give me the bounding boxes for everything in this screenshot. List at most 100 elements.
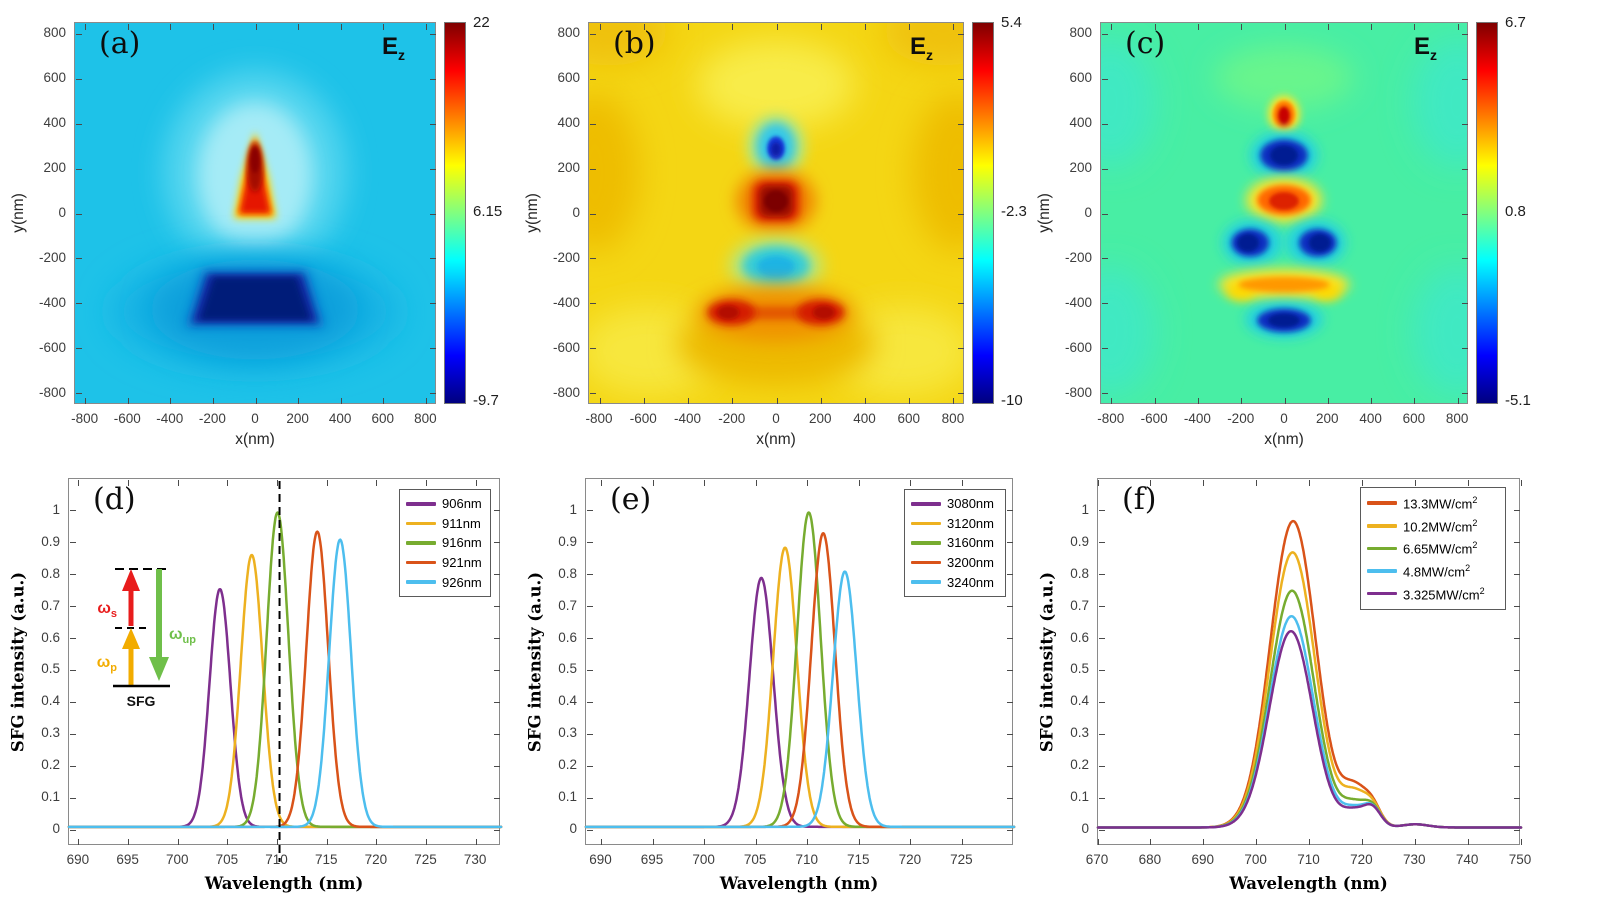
tick-mark xyxy=(494,701,500,703)
tick-mark xyxy=(587,829,593,831)
x-tick-label: 0 xyxy=(772,411,780,426)
tick-mark xyxy=(277,839,279,845)
tick-mark xyxy=(1099,510,1105,512)
tick-mark xyxy=(590,33,596,35)
y-tick-label: 600 xyxy=(1069,70,1092,86)
tick-mark xyxy=(1520,480,1522,486)
panel-letter: (a) xyxy=(99,26,141,61)
legend-item: 3160nm xyxy=(911,535,999,550)
x-tick-label: 695 xyxy=(116,852,139,867)
y-tick-label: 0.4 xyxy=(41,693,60,709)
tick-mark xyxy=(177,480,179,486)
x-tick-label: 800 xyxy=(414,411,437,426)
tick-mark xyxy=(430,123,436,125)
tick-mark xyxy=(587,638,593,640)
tick-mark xyxy=(1099,765,1105,767)
y-tick-label: -600 xyxy=(38,339,66,355)
tick-mark xyxy=(430,213,436,215)
legend-item: 3080nm xyxy=(911,496,999,511)
tick-mark xyxy=(298,398,300,404)
tick-mark xyxy=(255,24,257,30)
line-chart-d: (d) ωs ωp ωup SFG 906nm 911nm 916nm 921nm 92… xyxy=(67,478,503,862)
tick-mark xyxy=(909,398,911,404)
x-tick-label: -600 xyxy=(629,411,657,426)
heatmap-b: (b) Ez xyxy=(588,22,964,404)
x-tick-label: 680 xyxy=(1138,852,1162,867)
y-tick-label: 0 xyxy=(1084,205,1092,220)
tick-mark xyxy=(704,839,706,845)
tick-mark xyxy=(430,168,436,170)
tick-mark xyxy=(1197,398,1199,404)
y-tick-label: 0.2 xyxy=(41,757,60,773)
x-tick-label: 400 xyxy=(328,411,352,426)
tick-mark xyxy=(807,839,809,845)
y-tick-label: 0.2 xyxy=(1070,757,1089,773)
tick-mark xyxy=(1099,829,1105,831)
y-tick-label: 400 xyxy=(1069,115,1092,131)
tick-mark xyxy=(1203,839,1205,845)
y-tick-label: 0.6 xyxy=(558,629,577,645)
tick-mark xyxy=(600,839,602,845)
tick-mark xyxy=(1007,765,1013,767)
y-tick-label: 200 xyxy=(557,160,580,176)
tick-mark xyxy=(255,398,257,404)
tick-mark xyxy=(1097,480,1099,486)
tick-mark xyxy=(1284,398,1286,404)
tick-mark xyxy=(76,258,82,260)
tick-mark xyxy=(1099,701,1105,703)
line-chart-e: (e) 3080nm 3120nm 3160nm 3200nm 3240nm xyxy=(584,478,1016,845)
tick-mark xyxy=(590,213,596,215)
tick-mark xyxy=(776,398,778,404)
x-tick-label: 690 xyxy=(1191,852,1215,867)
tick-mark xyxy=(298,24,300,30)
tick-mark xyxy=(587,701,593,703)
tick-mark xyxy=(70,542,76,544)
x-tick-label: 700 xyxy=(692,852,715,867)
legend-swatch xyxy=(406,560,436,565)
tick-mark xyxy=(587,542,593,544)
y-tick-label: 400 xyxy=(557,115,580,131)
x-tick-label: -400 xyxy=(156,411,184,426)
tick-mark xyxy=(820,24,822,30)
legend-item: 10.2MW/cm2 xyxy=(1367,518,1499,534)
tick-mark xyxy=(475,839,477,845)
tick-mark xyxy=(1462,258,1468,260)
x-tick-label: -200 xyxy=(1227,411,1255,426)
curves-canvas xyxy=(584,511,1016,829)
legend-swatch xyxy=(911,580,941,584)
x-tick-label: 695 xyxy=(640,852,664,867)
x-tick-label: -600 xyxy=(113,411,141,426)
tick-mark xyxy=(430,303,436,305)
tick-mark xyxy=(1462,78,1468,80)
tick-mark xyxy=(494,510,500,512)
tick-mark xyxy=(1361,839,1363,845)
omega-up-label: ωup xyxy=(169,626,196,646)
tick-mark xyxy=(1514,669,1520,671)
heatmap-a-canvas xyxy=(75,23,435,403)
y-tick-label: 0 xyxy=(58,205,66,220)
tick-mark xyxy=(1102,123,1108,125)
tick-mark xyxy=(1154,398,1156,404)
sfg-energy-level-diagram: ωs ωp ωup SFG xyxy=(97,568,196,709)
legend-label: 906nm xyxy=(442,496,482,512)
tick-mark xyxy=(127,24,129,30)
tick-mark xyxy=(76,303,82,305)
tick-mark xyxy=(340,24,342,30)
tick-mark xyxy=(958,123,964,125)
tick-mark xyxy=(958,348,964,350)
tick-mark xyxy=(494,669,500,671)
x-axis-label: Wavelength (nm) xyxy=(1229,874,1388,893)
tick-mark xyxy=(776,24,778,30)
x-tick-label: 730 xyxy=(463,852,487,867)
y-tick-label: 0.3 xyxy=(558,725,577,741)
tick-mark xyxy=(76,168,82,170)
x-tick-label: 700 xyxy=(165,852,189,867)
series-curve-3.325mwcm xyxy=(1096,629,1523,829)
y-tick-label: 0.4 xyxy=(1070,693,1089,709)
y-tick-label: 200 xyxy=(43,160,66,176)
legend-swatch xyxy=(406,541,436,545)
tick-mark xyxy=(590,348,596,350)
legend-label: 3080nm xyxy=(947,496,994,512)
field-label-ez: Ez xyxy=(909,33,933,63)
y-tick-label: 0.6 xyxy=(41,629,60,645)
